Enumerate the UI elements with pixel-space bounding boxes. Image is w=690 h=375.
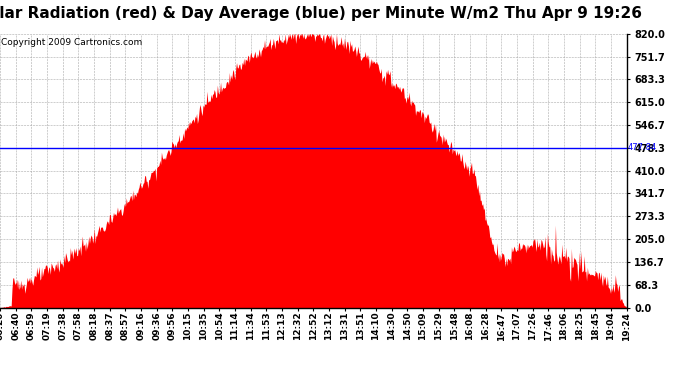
Text: 477.84: 477.84: [628, 144, 657, 153]
Text: Copyright 2009 Cartronics.com: Copyright 2009 Cartronics.com: [1, 38, 143, 47]
Text: Solar Radiation (red) & Day Average (blue) per Minute W/m2 Thu Apr 9 19:26: Solar Radiation (red) & Day Average (blu…: [0, 6, 642, 21]
